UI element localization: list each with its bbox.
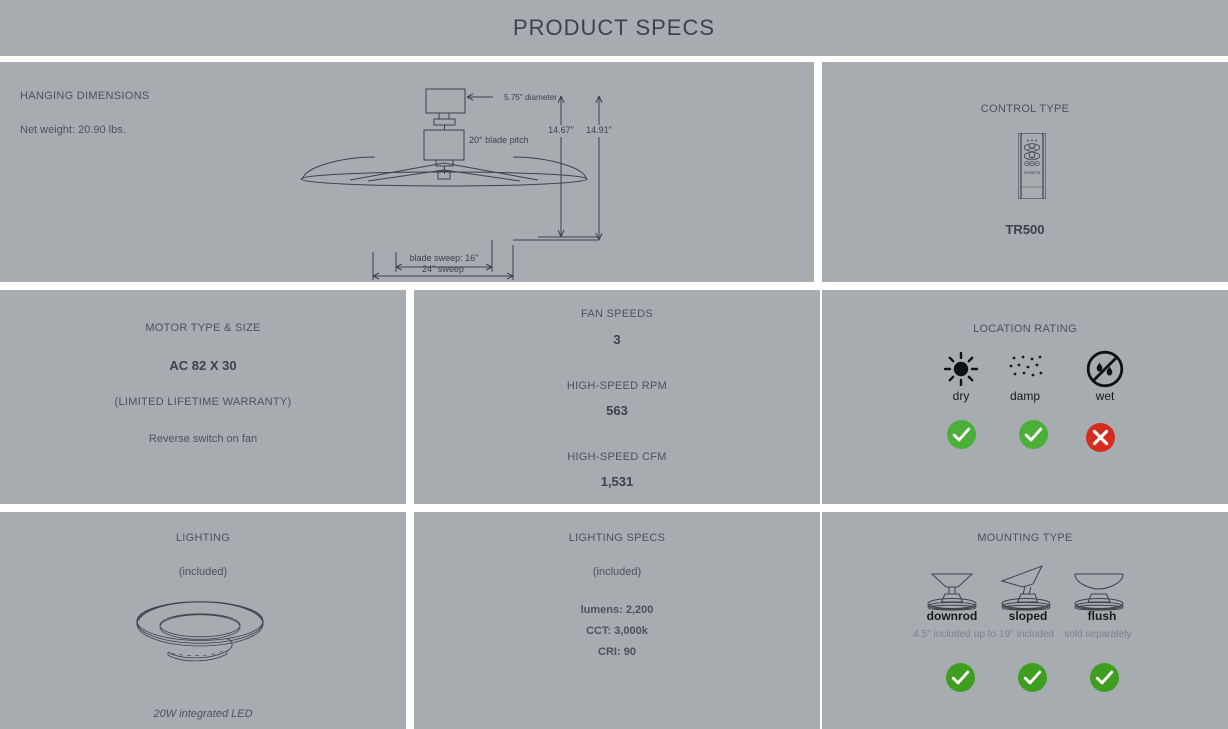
svg-text:STARBYTE: STARBYTE [1024,171,1041,175]
svg-text:24" sweep: 24" sweep [422,264,464,274]
svg-text:14.91": 14.91" [586,125,612,135]
svg-text:5.75" diameter: 5.75" diameter [504,93,557,102]
svg-text:blade sweep: 16": blade sweep: 16" [410,253,479,263]
svg-text:14.67": 14.67" [548,125,574,135]
svg-text:20° blade pitch: 20° blade pitch [469,135,529,145]
